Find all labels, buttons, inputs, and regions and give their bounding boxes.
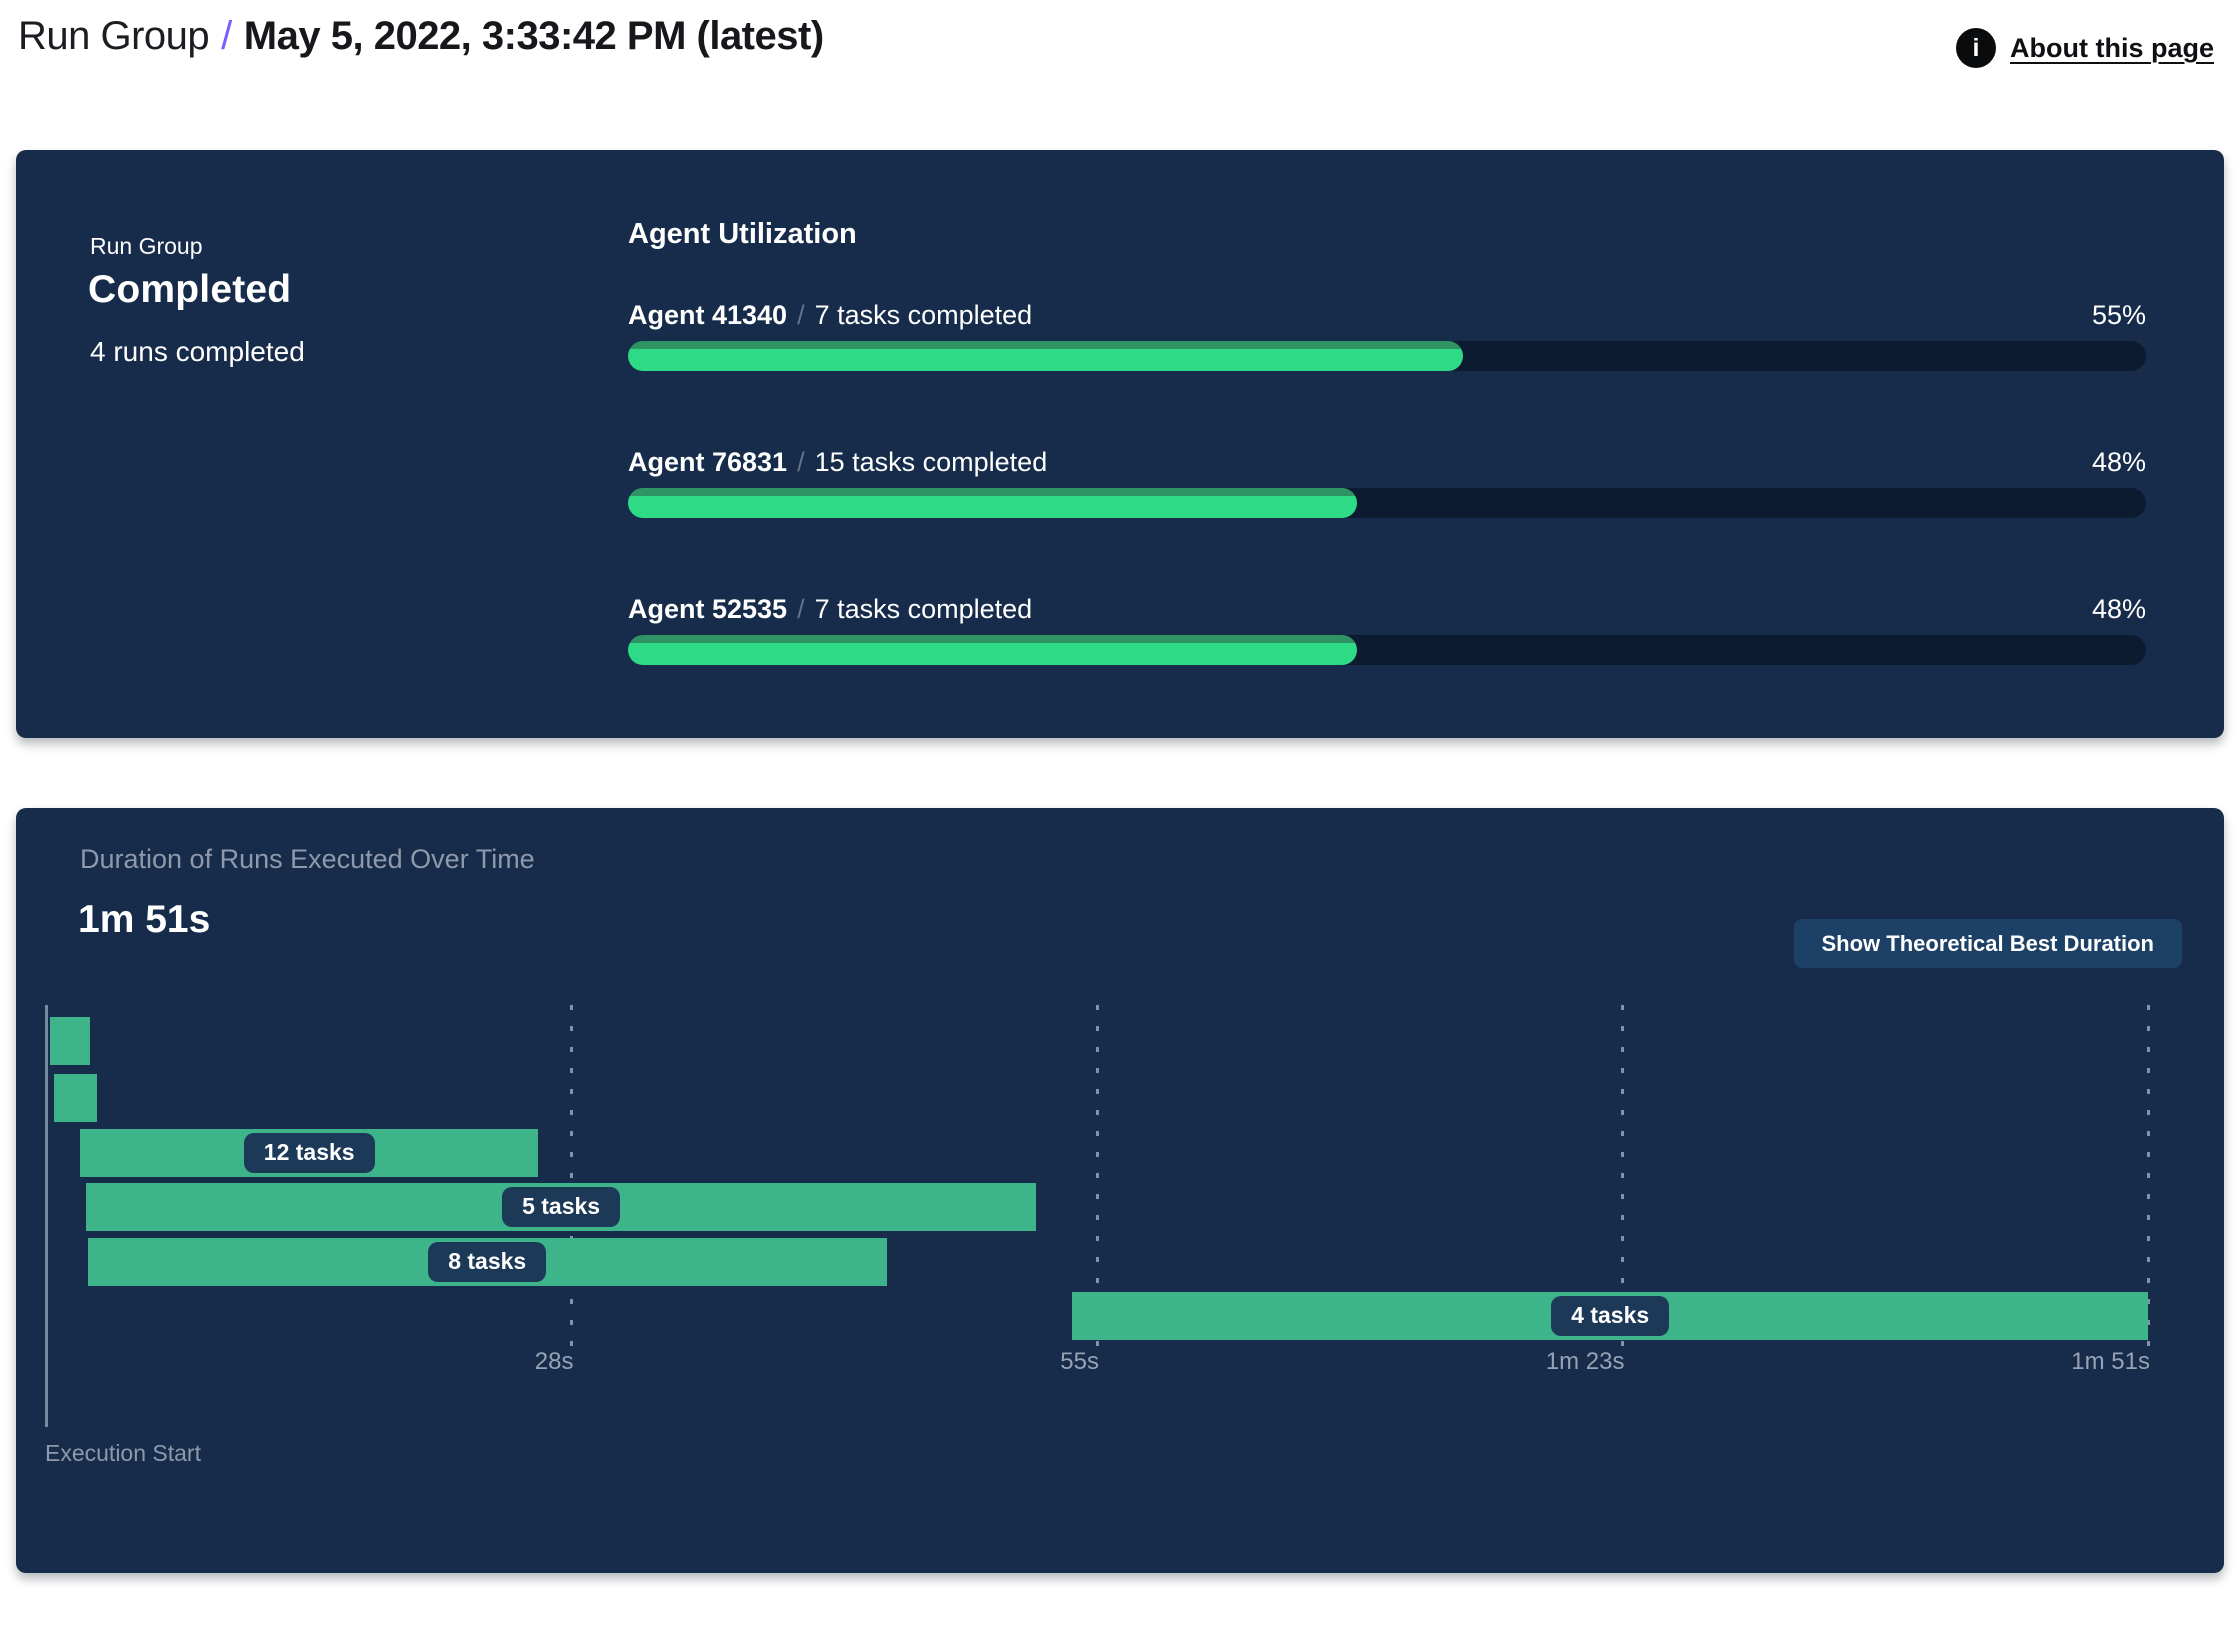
gantt-run-bar[interactable]: 4 tasks <box>1072 1292 2148 1340</box>
utilization-track <box>628 488 2146 518</box>
gridline <box>1621 1005 1624 1355</box>
agent-separator: / <box>797 300 805 330</box>
y-axis-line <box>45 1005 48 1427</box>
gantt-run-bar[interactable]: 8 tasks <box>87 1238 887 1286</box>
runs-completed-summary: 4 runs completed <box>90 336 305 367</box>
agent-tasks-completed: 7 tasks completed <box>814 594 1033 624</box>
agent-utilization-row: Agent 52535 / 7 tasks completed 48% <box>628 592 2146 732</box>
task-count-badge: 12 tasks <box>243 1133 375 1173</box>
execution-start-label: Execution Start <box>45 1440 201 1466</box>
gridline <box>1095 1005 1099 1355</box>
agent-tasks-completed: 7 tasks completed <box>814 300 1033 330</box>
agent-separator: / <box>797 447 805 477</box>
agent-utilization-row: Agent 76831 / 15 tasks completed 48% <box>628 445 2146 585</box>
page-title: Run Group / May 5, 2022, 3:33:42 PM (lates… <box>18 8 824 64</box>
agent-utilization-percent: 55% <box>2091 300 2146 330</box>
gridline <box>570 1005 573 1355</box>
duration-chart-card: Duration of Runs Executed Over Time 1m 5… <box>16 808 2224 1573</box>
run-timestamp: May 5, 2022, 3:33:42 PM (latest) <box>243 14 824 58</box>
agent-name: Agent 52535 <box>628 594 788 624</box>
gridline <box>2146 1005 2150 1355</box>
agent-label-line: Agent 41340 / 7 tasks completed 55% <box>628 298 2146 332</box>
gantt-run-bar[interactable]: 5 tasks <box>85 1183 1037 1231</box>
status-badge: Completed <box>88 268 292 311</box>
agent-label-line: Agent 52535 / 7 tasks completed 48% <box>628 592 2146 626</box>
agent-name: Agent 41340 <box>628 300 788 330</box>
utilization-track <box>628 341 2146 371</box>
page-header: Run Group / May 5, 2022, 3:33:42 PM (lates… <box>18 8 2214 68</box>
about-link-label: About this page <box>2010 32 2214 63</box>
axis-tick-label: 28s <box>534 1348 574 1375</box>
breadcrumb-run-group: Run Group <box>18 14 210 58</box>
breadcrumb-separator: / <box>221 14 232 58</box>
axis-tick-label: 1m 23s <box>1545 1348 1625 1375</box>
axis-tick-label: 1m 51s <box>2071 1348 2150 1375</box>
gantt-run-bar[interactable] <box>53 1074 98 1122</box>
info-icon[interactable]: i <box>1956 28 1996 68</box>
agent-utilization-list: Agent 41340 / 7 tasks completed 55% Agent 76… <box>628 298 2146 718</box>
agent-utilization-percent: 48% <box>2091 594 2146 624</box>
show-theoretical-best-duration-button[interactable]: Show Theoretical Best Duration <box>1793 919 2182 968</box>
agent-name: Agent 76831 <box>628 447 788 477</box>
gantt-run-bar[interactable]: 12 tasks <box>80 1129 539 1177</box>
axis-tick-label: 55s <box>1060 1348 1099 1375</box>
agent-separator: / <box>797 594 805 624</box>
utilization-fill <box>628 488 1357 518</box>
utilization-fill <box>628 635 1357 665</box>
agent-utilization-row: Agent 41340 / 7 tasks completed 55% <box>628 298 2146 438</box>
task-count-badge: 8 tasks <box>428 1242 547 1282</box>
agent-label-line: Agent 76831 / 15 tasks completed 48% <box>628 445 2146 479</box>
total-duration-value: 1m 51s <box>78 898 211 941</box>
agent-utilization-percent: 48% <box>2091 447 2146 477</box>
task-count-badge: 4 tasks <box>1551 1296 1670 1336</box>
card-eyebrow: Run Group <box>90 233 203 259</box>
chart-title: Duration of Runs Executed Over Time <box>80 844 535 874</box>
agent-utilization-title: Agent Utilization <box>628 218 857 250</box>
about-this-page-link[interactable]: i About this page <box>1956 28 2214 68</box>
task-count-badge: 5 tasks <box>502 1187 621 1227</box>
utilization-fill <box>628 341 1463 371</box>
gantt-run-bar[interactable] <box>49 1017 90 1065</box>
agent-tasks-completed: 15 tasks completed <box>814 447 1048 477</box>
run-group-status-card: Run Group Completed 4 runs completed Age… <box>16 150 2224 738</box>
utilization-track <box>628 635 2146 665</box>
